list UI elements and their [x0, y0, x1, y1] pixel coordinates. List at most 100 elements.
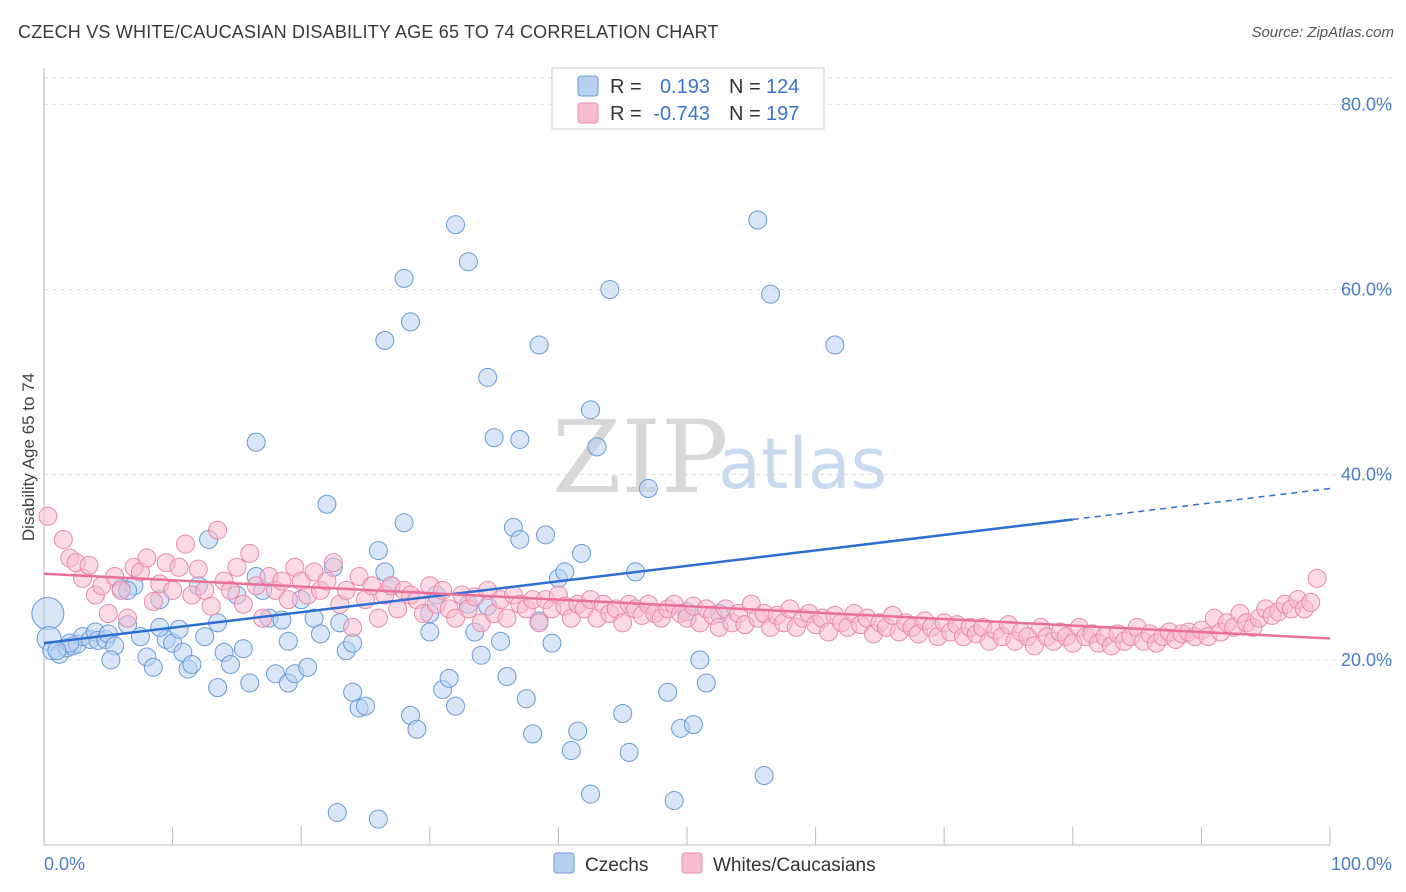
series-legend-whites: Whites/Caucasians [713, 855, 876, 876]
white-caucasian-point [343, 617, 363, 637]
white-caucasian-point [98, 604, 118, 624]
white-caucasian-point [227, 557, 247, 577]
czech-point [458, 252, 478, 272]
white-caucasian-point [201, 596, 221, 616]
white-caucasian-point [317, 571, 337, 591]
white-caucasian-point [446, 608, 466, 628]
white-caucasian-point [175, 534, 195, 554]
czech-point [613, 704, 633, 724]
czech-point [327, 803, 347, 823]
series-legend-swatch-whites [681, 852, 703, 874]
y-axis-label: Disability Age 65 to 74 [19, 373, 38, 541]
czech-point [407, 719, 427, 739]
czech-point [375, 330, 395, 350]
czech-point [394, 268, 414, 288]
series-legend: Czechs Whites/Caucasians [553, 852, 876, 876]
czech-point [471, 645, 491, 665]
czech-point [220, 654, 240, 674]
czech-point [529, 335, 549, 355]
white-caucasian-point [169, 557, 189, 577]
czech-point [510, 429, 530, 449]
czech-point [542, 633, 562, 653]
trend-lines [43, 487, 1331, 645]
white-caucasian-point [240, 543, 260, 563]
czech-point [497, 666, 517, 686]
czech-point [317, 494, 337, 514]
czech-point [240, 673, 260, 693]
czech-point [265, 664, 285, 684]
czech-point [368, 809, 388, 829]
czech-point [696, 673, 716, 693]
series-legend-czechs: Czechs [585, 855, 648, 876]
white-caucasian-point [1024, 636, 1044, 656]
white-caucasian-point [1301, 592, 1321, 612]
czech-point [31, 597, 65, 631]
legend-czechs-n-value: 124 [766, 76, 799, 98]
czech-point [754, 766, 774, 786]
czech-point [478, 367, 498, 387]
czech-point [169, 619, 189, 639]
czech-point [664, 791, 684, 811]
white-caucasian-point [53, 529, 73, 549]
czech-point [298, 657, 318, 677]
czech-point [516, 689, 536, 709]
watermark: ZIP atlas [552, 399, 887, 516]
czech-point [572, 543, 592, 563]
white-caucasian-point [304, 562, 324, 582]
legend-swatch-whites [577, 102, 599, 124]
czech-point [246, 432, 266, 452]
czech-point [683, 715, 703, 735]
czech-point [484, 428, 504, 448]
white-caucasian-point [111, 580, 131, 600]
legend-whites-n-value: 197 [766, 103, 799, 125]
axes [43, 68, 1331, 846]
czech-point [748, 210, 768, 230]
legend-r-label-2: R = [610, 103, 642, 125]
white-caucasian-point [163, 580, 183, 600]
white-caucasian-point [497, 608, 517, 628]
white-caucasian-point [278, 590, 298, 610]
x-tick-labels: 0.0% 100.0% [44, 854, 1392, 874]
chart-source: Source: ZipAtlas.com [1251, 24, 1394, 41]
czech-point [536, 525, 556, 545]
y-tick-labels: 20.0% 40.0% 60.0% 80.0% [1341, 94, 1392, 670]
czech-point [568, 721, 588, 741]
white-caucasian-point [613, 613, 633, 633]
y-tick-label: 40.0% [1341, 465, 1392, 485]
y-tick-label: 80.0% [1341, 94, 1392, 114]
white-caucasian-point [143, 591, 163, 611]
white-caucasian-point [780, 599, 800, 619]
white-caucasian-point [118, 608, 138, 628]
white-caucasian-point [349, 566, 369, 586]
legend-whites-r-value: -0.743 [653, 103, 710, 125]
czech-point [310, 624, 330, 644]
legend-r-label: R = [610, 76, 642, 98]
white-caucasian-point [38, 506, 58, 526]
czech-point [446, 215, 466, 235]
white-caucasian-point [323, 553, 343, 573]
white-caucasian-point [1307, 568, 1327, 588]
czech-point [491, 631, 511, 651]
y-tick-label: 20.0% [1341, 650, 1392, 670]
czech-point [581, 400, 601, 420]
czech-point [581, 784, 601, 804]
x-tick-label-min: 0.0% [44, 854, 85, 874]
czech-point [420, 622, 440, 642]
czech-point [195, 627, 215, 647]
data-points [31, 210, 1327, 829]
czech-point [555, 562, 575, 582]
czechs-trend-line-projection [1072, 487, 1331, 521]
czech-point [368, 541, 388, 561]
white-caucasian-point [220, 580, 240, 600]
white-caucasian-point [368, 608, 388, 628]
czech-point [600, 279, 620, 299]
czech-point [401, 312, 421, 332]
czech-point [619, 742, 639, 762]
czech-point [446, 696, 466, 716]
legend-n-label: N = [729, 76, 761, 98]
white-caucasian-point [413, 604, 433, 624]
white-caucasian-point [529, 613, 549, 633]
white-caucasian-point [188, 559, 208, 579]
legend-n-label-2: N = [729, 103, 761, 125]
